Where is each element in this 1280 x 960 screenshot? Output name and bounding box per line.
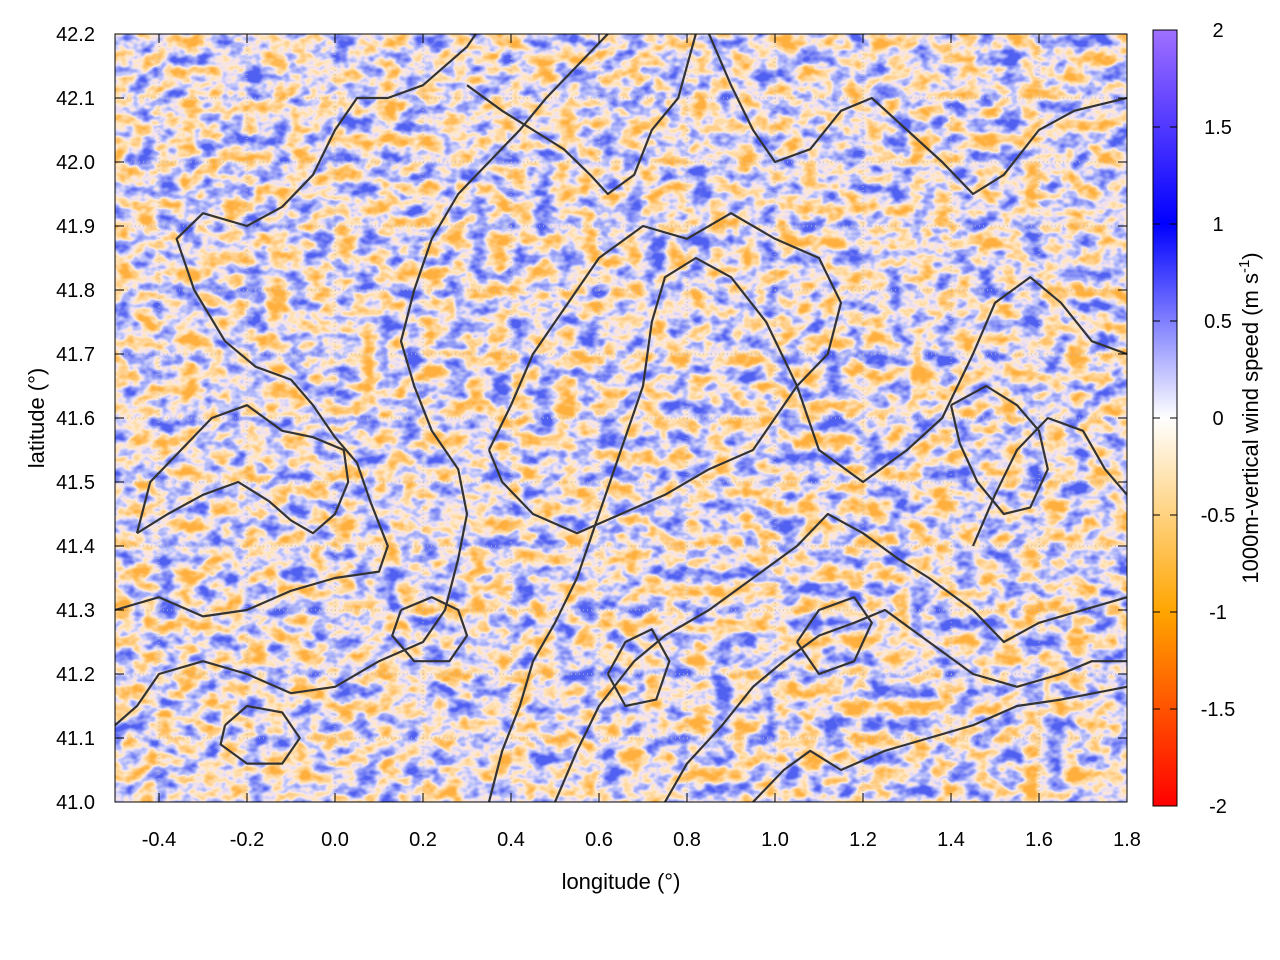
y-tick-label: 41.6: [56, 408, 95, 430]
y-tick-label: 41.8: [56, 280, 95, 302]
colorbar-tick-label: -1: [1209, 602, 1227, 624]
contour-line: [115, 34, 477, 618]
x-tick-label: 0.0: [321, 829, 349, 851]
plot-area: [114, 33, 1128, 803]
x-axis-ticks: -0.4 -0.2 0.0 0.2 0.4 0.6 0.8 1.0 1.2 1.4 1.6 1.8: [142, 34, 1141, 851]
x-tick-label: -0.2: [230, 829, 264, 851]
y-tick-label: 41.4: [56, 536, 95, 558]
colorbar-label-main: 1000m-vertical wind speed (m s: [1238, 273, 1263, 584]
contour-line: [949, 384, 1049, 516]
contour-line: [553, 512, 1127, 802]
colorbar-label-close: ): [1238, 252, 1263, 259]
contour-line: [115, 34, 609, 727]
colorbar-tick-label: 1.5: [1204, 117, 1232, 139]
y-axis-label: latitude (°): [24, 368, 49, 469]
contour-line: [466, 34, 697, 196]
colorbar-tick-label: 2: [1212, 20, 1223, 42]
contour-lines: [115, 34, 1127, 802]
x-tick-label: 0.4: [497, 829, 525, 851]
colorbar-tick-label: 0: [1212, 408, 1223, 430]
y-tick-label: 41.1: [56, 728, 95, 750]
contour-line: [135, 404, 350, 535]
y-tick-label: 42.1: [56, 88, 95, 110]
contour-line: [391, 596, 469, 663]
x-tick-label: 1.6: [1025, 829, 1053, 851]
y-tick-label: 42.2: [56, 24, 95, 46]
y-tick-label: 41.3: [56, 600, 95, 622]
contour-line: [487, 212, 843, 535]
colorbar-label: 1000m-vertical wind speed (m s-1): [1236, 252, 1263, 583]
x-tick-label: 1.8: [1113, 829, 1141, 851]
y-tick-label: 41.0: [56, 792, 95, 814]
x-tick-label: 1.4: [937, 829, 965, 851]
colorbar-tick-label: 1: [1212, 214, 1223, 236]
contour-line: [971, 416, 1127, 547]
y-tick-label: 41.5: [56, 472, 95, 494]
colorbar: 2 1.5 1 0.5 0 -0.5 -1 -1.5 -2 1000m-vertical win…: [1152, 20, 1263, 818]
y-tick-label: 41.9: [56, 216, 95, 238]
contour-line: [487, 256, 1127, 802]
contour-line: [219, 704, 301, 765]
colorbar-tick-label: -0.5: [1201, 505, 1235, 527]
colorbar-tick-label: 0.5: [1204, 311, 1232, 333]
x-tick-label: 0.8: [673, 829, 701, 851]
x-tick-label: 1.2: [849, 829, 877, 851]
y-tick-label: 41.2: [56, 664, 95, 686]
y-tick-label: 41.7: [56, 344, 95, 366]
contour-line: [664, 608, 1127, 802]
contour-line: [707, 34, 1127, 196]
x-tick-label: 1.0: [761, 829, 789, 851]
contour-line: [796, 596, 873, 676]
colorbar-tick-label: -2: [1209, 796, 1227, 818]
x-tick-label: 0.2: [409, 829, 437, 851]
colorbar-ticks: 2 1.5 1 0.5 0 -0.5 -1 -1.5 -2: [1153, 20, 1235, 818]
contour-line: [606, 628, 671, 708]
colorbar-label-superscript: -1: [1236, 260, 1253, 273]
x-axis-label: longitude (°): [562, 869, 681, 894]
x-tick-label: 0.6: [585, 829, 613, 851]
y-tick-label: 42.0: [56, 152, 95, 174]
x-tick-label: -0.4: [142, 829, 176, 851]
colorbar-tick-label: -1.5: [1201, 699, 1235, 721]
contour-line: [752, 685, 1127, 802]
y-axis-ticks: 41.0 41.1 41.2 41.3 41.4 41.5 41.6 41.7 41.8 41.9…: [56, 24, 1127, 814]
